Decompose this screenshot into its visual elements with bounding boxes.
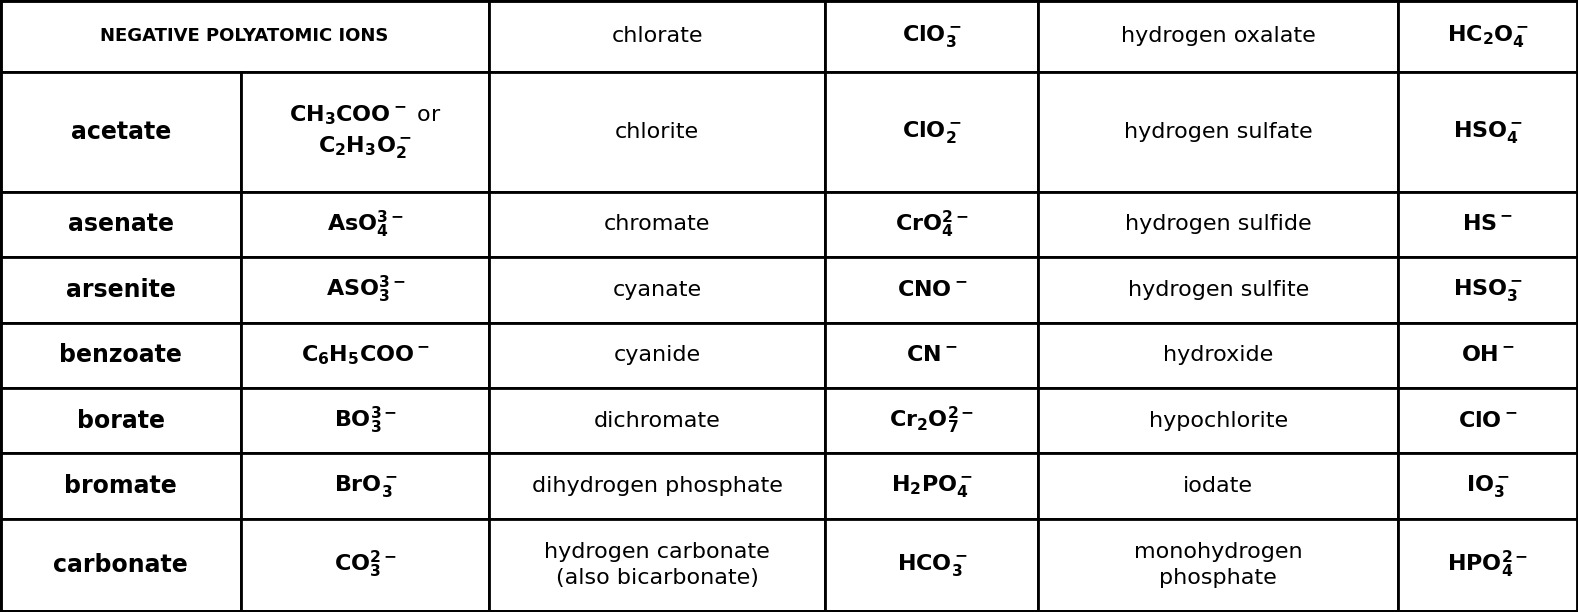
Bar [1038, 72, 1398, 192]
Bar [1038, 192, 1398, 257]
Bar [241, 388, 489, 453]
Text: borate: borate [77, 409, 164, 433]
Text: chlorate: chlorate [612, 26, 702, 46]
Text: $\mathbf{HSO_3^-}$: $\mathbf{HSO_3^-}$ [1453, 277, 1523, 303]
Bar [825, 453, 1038, 519]
Bar [241, 519, 489, 611]
Bar [489, 388, 825, 453]
Bar [489, 192, 825, 257]
Text: $\mathbf{H_2PO_4^-}$: $\mathbf{H_2PO_4^-}$ [890, 473, 974, 499]
Bar [1398, 323, 1578, 388]
Bar [1038, 388, 1398, 453]
Text: carbonate: carbonate [54, 553, 188, 577]
Bar [489, 0, 825, 72]
Text: bromate: bromate [65, 474, 177, 498]
Bar [1398, 257, 1578, 323]
Text: $\mathbf{Cr_2O_7^{2-}}$: $\mathbf{Cr_2O_7^{2-}}$ [888, 405, 975, 436]
Bar [1398, 388, 1578, 453]
Text: arsenite: arsenite [66, 278, 175, 302]
Bar [1398, 72, 1578, 192]
Bar [241, 72, 489, 192]
Text: $\mathbf{ClO_2^-}$: $\mathbf{ClO_2^-}$ [903, 119, 961, 145]
Bar [241, 257, 489, 323]
Bar [1038, 519, 1398, 611]
Bar [825, 257, 1038, 323]
Bar [1398, 453, 1578, 519]
Text: dichromate: dichromate [593, 411, 721, 431]
Text: $\mathbf{AsO_4^{3-}}$: $\mathbf{AsO_4^{3-}}$ [327, 209, 404, 240]
Bar [825, 192, 1038, 257]
Bar [1038, 453, 1398, 519]
Bar [489, 257, 825, 323]
Bar [0, 388, 241, 453]
Text: dihydrogen phosphate: dihydrogen phosphate [532, 476, 783, 496]
Bar [1038, 257, 1398, 323]
Text: hydrogen sulfide: hydrogen sulfide [1125, 214, 1311, 234]
Text: $\mathbf{CNO^-}$: $\mathbf{CNO^-}$ [896, 280, 967, 300]
Text: $\mathbf{CH_3COO^-}$ or
$\mathbf{C_2H_3O_2^-}$: $\mathbf{CH_3COO^-}$ or $\mathbf{C_2H_3O… [289, 103, 442, 160]
Text: hypochlorite: hypochlorite [1149, 411, 1288, 431]
Text: cyanide: cyanide [614, 345, 701, 365]
Bar [489, 72, 825, 192]
Text: $\mathbf{CrO_4^{2-}}$: $\mathbf{CrO_4^{2-}}$ [895, 209, 969, 240]
Bar [489, 519, 825, 611]
Bar [825, 323, 1038, 388]
Text: hydroxide: hydroxide [1163, 345, 1273, 365]
Bar [825, 0, 1038, 72]
Text: acetate: acetate [71, 120, 170, 144]
Text: $\mathbf{BrO_3^-}$: $\mathbf{BrO_3^-}$ [333, 473, 398, 499]
Bar [489, 323, 825, 388]
Text: $\mathbf{HC_2O_4^-}$: $\mathbf{HC_2O_4^-}$ [1447, 23, 1529, 49]
Text: hydrogen sulfite: hydrogen sulfite [1128, 280, 1308, 300]
Bar [489, 453, 825, 519]
Text: hydrogen sulfate: hydrogen sulfate [1124, 122, 1313, 142]
Text: $\mathbf{CN^-}$: $\mathbf{CN^-}$ [906, 345, 958, 365]
Text: $\mathbf{HSO_4^-}$: $\mathbf{HSO_4^-}$ [1453, 119, 1523, 145]
Bar [1398, 192, 1578, 257]
Bar [0, 519, 241, 611]
Bar [0, 192, 241, 257]
Bar [0, 0, 489, 72]
Text: $\mathbf{CO_3^{2-}}$: $\mathbf{CO_3^{2-}}$ [335, 550, 396, 580]
Bar [0, 453, 241, 519]
Text: benzoate: benzoate [60, 343, 181, 367]
Bar [1038, 0, 1398, 72]
Text: asenate: asenate [68, 212, 174, 236]
Text: $\mathbf{ClO^-}$: $\mathbf{ClO^-}$ [1458, 411, 1518, 431]
Bar [1398, 0, 1578, 72]
Bar [241, 192, 489, 257]
Text: $\mathbf{BO_3^{3-}}$: $\mathbf{BO_3^{3-}}$ [333, 405, 398, 436]
Bar [825, 519, 1038, 611]
Text: hydrogen carbonate
(also bicarbonate): hydrogen carbonate (also bicarbonate) [544, 542, 770, 588]
Text: cyanate: cyanate [612, 280, 702, 300]
Bar [0, 257, 241, 323]
Text: chromate: chromate [604, 214, 710, 234]
Bar [825, 388, 1038, 453]
Bar [825, 72, 1038, 192]
Text: hydrogen oxalate: hydrogen oxalate [1120, 26, 1316, 46]
Bar [1038, 323, 1398, 388]
Text: $\mathbf{IO_3^-}$: $\mathbf{IO_3^-}$ [1466, 473, 1510, 499]
Text: $\mathbf{HCO_3^-}$: $\mathbf{HCO_3^-}$ [896, 552, 967, 578]
Text: monohydrogen
phosphate: monohydrogen phosphate [1135, 542, 1302, 588]
Text: $\mathbf{OH^-}$: $\mathbf{OH^-}$ [1461, 345, 1515, 365]
Bar [241, 323, 489, 388]
Text: $\mathbf{ClO_3^-}$: $\mathbf{ClO_3^-}$ [903, 23, 961, 49]
Text: $\mathbf{ASO_3^{3-}}$: $\mathbf{ASO_3^{3-}}$ [325, 274, 406, 305]
Bar [0, 72, 241, 192]
Text: chlorite: chlorite [615, 122, 699, 142]
Text: iodate: iodate [1184, 476, 1253, 496]
Bar [0, 323, 241, 388]
Bar [241, 453, 489, 519]
Text: $\mathbf{HPO_4^{2-}}$: $\mathbf{HPO_4^{2-}}$ [1447, 550, 1529, 580]
Bar [1398, 519, 1578, 611]
Text: $\mathbf{HS^-}$: $\mathbf{HS^-}$ [1463, 214, 1513, 234]
Text: NEGATIVE POLYATOMIC IONS: NEGATIVE POLYATOMIC IONS [101, 27, 388, 45]
Text: $\mathbf{C_6H_5COO^-}$: $\mathbf{C_6H_5COO^-}$ [301, 343, 429, 367]
